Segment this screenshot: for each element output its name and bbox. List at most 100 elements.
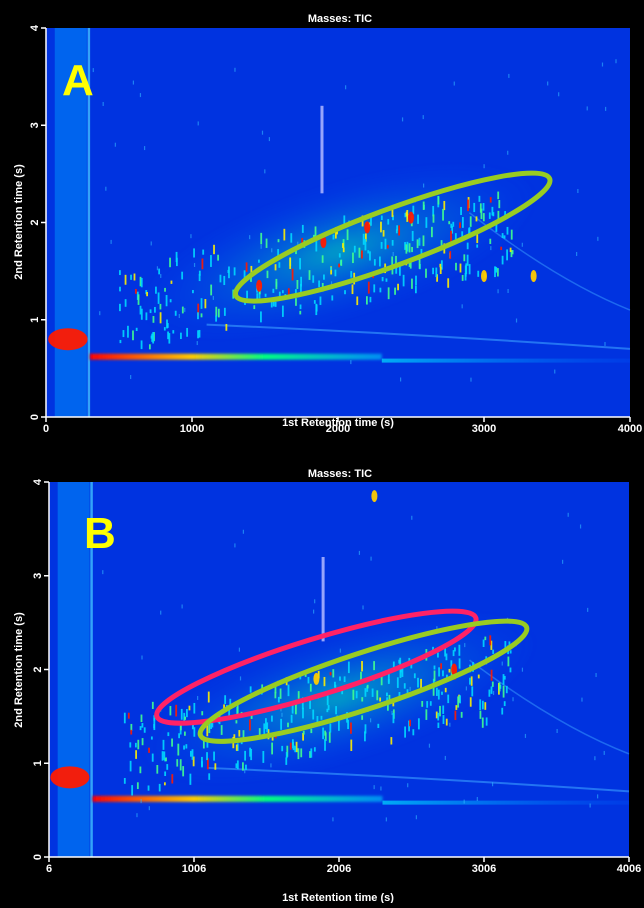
peak-hotspot [481,269,487,282]
peak-spot [464,272,467,281]
noise-spot [567,512,569,517]
peak-spot [310,748,313,758]
peak-spot [135,327,138,332]
peak-spot [382,230,385,237]
noise-spot [453,81,455,86]
peak-spot [444,647,447,657]
noise-spot [196,341,198,346]
peak-spot [410,662,413,669]
noise-spot [603,750,605,755]
region-ellipse [197,618,530,744]
peak-spot [204,298,207,309]
peak-spot [119,303,121,312]
peak-spot [193,727,196,737]
peak-spot [379,256,381,267]
peak-spot [442,705,445,714]
noise-spot [594,756,596,761]
peak-spot [133,273,136,281]
peak-spot [511,250,514,255]
peak-spot [127,712,130,719]
noise-spot [350,360,352,365]
peak-spot [146,292,148,297]
noise-spot [140,799,142,804]
peak-spot [316,716,319,724]
peak-spot [313,300,316,304]
solvent-band [57,482,90,857]
noise-spot [470,377,472,382]
peak-spot [301,224,304,233]
peak-spot [148,344,151,350]
noise-spot [604,341,606,346]
peak-spot [386,692,388,697]
peak-spot [166,319,168,329]
peak-spot [402,274,405,287]
artifact-line [321,557,325,642]
peak-spot [490,669,493,681]
peak-spot [509,247,512,253]
peak-spot [461,275,464,281]
peak-spot [141,738,144,746]
y-tick-label: 1 [32,760,44,766]
peak-spot [432,686,435,696]
peak-spot [362,233,365,245]
peak-spot [353,245,356,253]
peak-spot [235,763,238,769]
noise-spot [411,515,413,520]
peak-spot [366,686,369,692]
peak-spot [450,660,453,667]
peak-spot [469,216,472,227]
peak-spot [266,722,269,733]
peak-spot [123,777,126,784]
peak-spot [299,310,302,315]
peak-spot [341,689,344,695]
peak-spot [158,783,161,792]
peak-spot [387,672,390,683]
peak-spot [137,294,140,305]
peak-spot [164,771,167,777]
peak-spot [166,764,169,770]
solvent-band [54,28,87,417]
peak-spot [274,301,277,307]
noise-spot [422,183,425,188]
peak-spot [385,278,388,282]
peak-spot [469,697,472,707]
peak-spot [180,708,183,720]
peak-spot [404,213,407,218]
y-tick-label: 0 [29,414,41,420]
peak-spot [484,702,487,710]
peak-spot [432,214,435,223]
peak-spot [280,718,283,730]
noise-spot [143,146,146,151]
noise-spot [507,150,509,155]
noise-spot [436,626,438,631]
peak-spot [139,276,142,287]
peak-spot [307,676,310,684]
peak-spot [395,229,398,234]
peak-spot [159,303,162,310]
peak-spot [245,262,248,272]
peak-spot [169,299,172,303]
peak-spot [437,689,440,700]
peak-spot [171,738,173,747]
peak-spot [479,710,482,719]
peak-spot [484,636,487,641]
peak-spot [140,308,143,320]
peak-spot [364,233,367,242]
peak-spot [432,205,435,217]
peak-spot [426,701,429,708]
peak-spot [346,229,349,241]
peak-spot [444,687,447,693]
peak-spot [229,698,232,706]
peak-spot [447,694,450,704]
peak-spot [169,257,171,268]
peak-spot [236,743,239,751]
noise-spot [490,246,492,251]
peak-spot [501,707,504,715]
peak-spot [489,197,492,203]
peak-spot [271,734,274,741]
wraparound-arc [468,212,631,311]
peak-spot [454,647,456,652]
peak-spot [275,278,278,290]
noise-spot [464,643,466,648]
peak-spot [207,691,210,703]
